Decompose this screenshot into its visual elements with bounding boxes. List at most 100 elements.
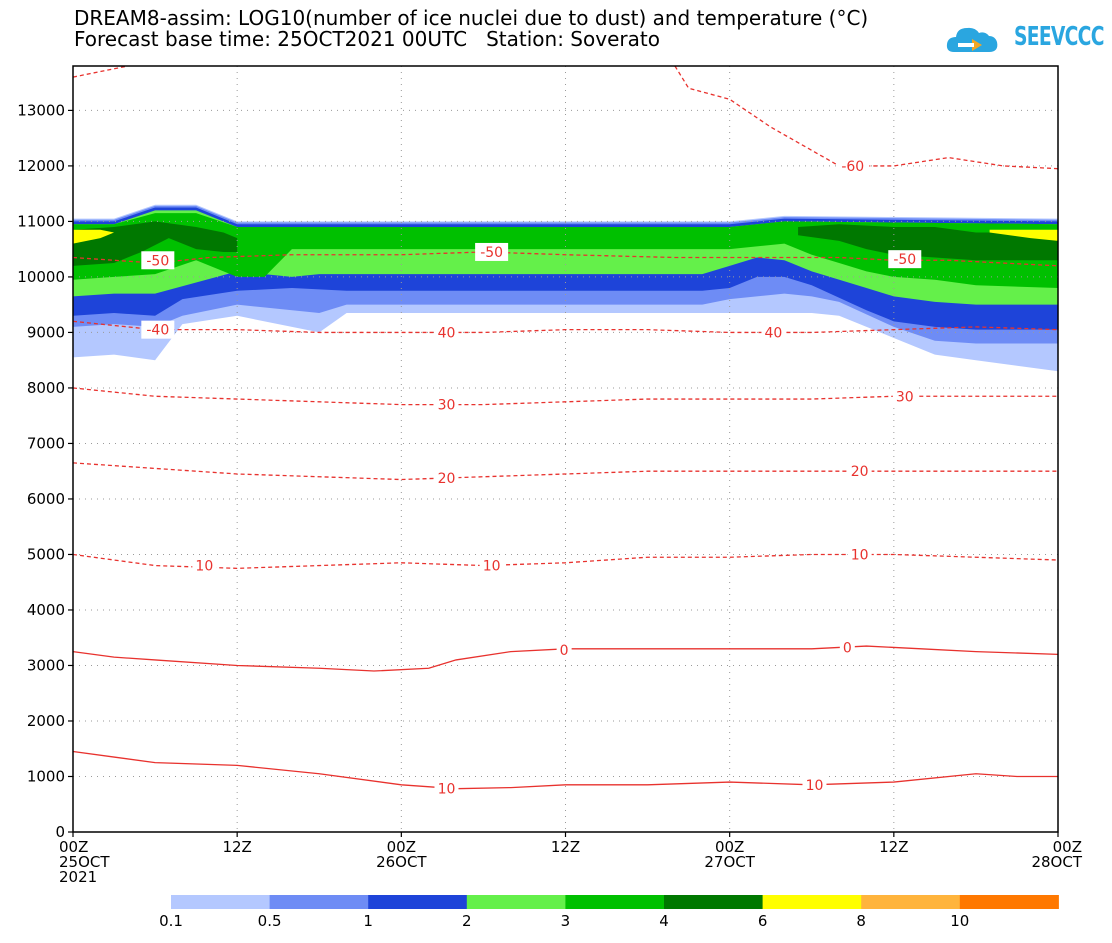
y-tick-label-1: 1000 (27, 767, 65, 785)
isotherm-extra-label-7: 10 (851, 547, 869, 563)
isotherm-extra-label-0: -50 (480, 245, 503, 261)
y-tick-label-3: 3000 (27, 656, 65, 674)
isotherm-label-1-bg (836, 156, 870, 175)
isotherm-5 (72, 462, 1058, 481)
isotherm-label-5-bg (434, 468, 459, 487)
x-tick-label-6-0: 00Z (1053, 838, 1082, 856)
chart-title-block: DREAM8-assim: LOG10(number of ice nuclei… (74, 8, 868, 50)
isotherm-extra-label-8-bg (839, 638, 855, 657)
isotherm-label-1: -60 (841, 159, 864, 175)
x-tick-label-0-0: 00Z (59, 838, 88, 856)
isotherm-label-6: 10 (195, 559, 213, 575)
colorbar-label-7: 8 (856, 912, 866, 930)
isotherm-extra-label-8: 0 (843, 641, 852, 657)
isotherm-extra-label-5-bg (847, 462, 872, 481)
colorbar-swatch-4 (565, 895, 665, 909)
isotherm-extra-label-1: -50 (893, 252, 916, 268)
isotherm-label-2: -50 (146, 253, 169, 269)
isotherm-0 (72, 65, 128, 78)
isotherm-label-7-bg (556, 640, 572, 659)
colorbar-label-2: 1 (363, 912, 373, 930)
colorbar-label-3: 2 (462, 912, 472, 930)
isotherm-extra-label-6: 10 (483, 559, 501, 575)
isotherm-extra-label-5: 20 (851, 464, 869, 480)
x-tick-label-6-1: 28OCT (1031, 853, 1082, 871)
y-tick-label-6: 6000 (27, 490, 65, 508)
fill-band-7 (73, 229, 115, 244)
x-tick-label-4-1: 27OCT (704, 853, 755, 871)
isotherm-label-8: 10 (438, 782, 456, 798)
isotherm-2 (72, 251, 1059, 267)
isotherm-extra-label-6-bg (479, 556, 504, 575)
y-tick-label-5: 5000 (27, 545, 65, 563)
x-tick-label-3-0: 12Z (551, 838, 580, 856)
logo-text: SEEVCCC (1014, 22, 1104, 52)
isotherm-extra-label-4: 30 (896, 389, 914, 405)
colorbar-swatch-7 (861, 895, 961, 909)
colorbar-swatch-5 (664, 895, 764, 909)
fill-band-6 (798, 224, 1058, 261)
isotherm-7 (72, 645, 1059, 672)
isotherm-label-4-bg (434, 395, 459, 414)
x-tick-label-2-1: 26OCT (376, 853, 427, 871)
seevccc-logo (946, 27, 998, 52)
y-tick-label-2: 2000 (27, 712, 65, 730)
colorbar-swatch-6 (762, 895, 862, 909)
x-tick-label-5-0: 12Z (879, 838, 908, 856)
isotherm-label-5: 20 (438, 471, 456, 487)
x-tick-label-4-0: 00Z (715, 838, 744, 856)
isotherm-label-2-bg (141, 251, 175, 270)
colorbar-swatch-8 (959, 895, 1059, 909)
x-tick-label-0-1: 25OCT (59, 853, 110, 871)
colorbar: 0.1 0.5 1 2 3 4 6 8 10 (159, 895, 1059, 930)
y-tick-label-12: 12000 (17, 157, 65, 175)
fill-layer (73, 204, 1058, 372)
isotherm-extra-label-3-bg (761, 323, 786, 342)
isotherm-label-3: -40 (146, 323, 169, 339)
isotherm-label-layer: -60 -50 -40 30 20 10 0 10 -50 -50 40 40 30 20 10 10 0 10 (141, 156, 922, 798)
colorbar-swatch-2 (368, 895, 468, 909)
fill-band-5 (73, 221, 238, 266)
isotherm-layer (72, 65, 1059, 790)
arrow-icon (972, 39, 982, 51)
colorbar-label-5: 4 (659, 912, 669, 930)
colorbar-label-8: 10 (950, 912, 969, 930)
y-tick-label-9: 9000 (27, 323, 65, 341)
x-tick-label-0-2: 2021 (59, 868, 97, 886)
fill-band-8 (989, 229, 1058, 241)
colorbar-swatch-1 (269, 895, 369, 909)
x-tick-label-2-0: 00Z (387, 838, 416, 856)
y-axis: 0 1000 2000 3000 4000 5000 6000 7000 8000 9000 100… (17, 101, 73, 841)
isotherm-8 (72, 750, 1058, 790)
isotherm-extra-label-2-bg (434, 323, 459, 342)
colorbar-label-6: 6 (758, 912, 768, 930)
isotherm-extra-label-2: 40 (438, 325, 456, 341)
colorbar-label-0: 0.1 (159, 912, 183, 930)
isotherm-label-4: 30 (438, 398, 456, 414)
isotherm-extra-label-1-bg (888, 250, 922, 269)
colorbar-label-4: 3 (561, 912, 571, 930)
y-tick-label-0: 0 (55, 823, 65, 841)
y-tick-label-7: 7000 (27, 434, 65, 452)
isotherm-extra-label-0-bg (475, 242, 509, 261)
colorbar-swatch-0 (171, 895, 271, 909)
isotherm-extra-label-9-bg (802, 775, 827, 794)
y-tick-label-10: 10000 (17, 268, 65, 286)
isotherm-label-7: 0 (560, 643, 569, 659)
y-tick-label-4: 4000 (27, 601, 65, 619)
isotherm-label-8-bg (434, 779, 459, 798)
y-tick-label-8: 8000 (27, 379, 65, 397)
grid-layer (73, 66, 1058, 832)
isotherm-label-3-bg (141, 320, 175, 339)
x-tick-label-1-0: 12Z (222, 838, 251, 856)
chart-subtitle: Forecast base time: 25OCT2021 00UTC Stat… (74, 27, 660, 51)
colorbar-label-1: 0.5 (258, 912, 282, 930)
isotherm-6 (72, 553, 1059, 569)
isotherm-label-6-bg (192, 556, 217, 575)
colorbar-swatch-3 (466, 895, 566, 909)
isotherm-extra-label-4-bg (892, 387, 917, 406)
y-tick-label-11: 11000 (17, 212, 65, 230)
chart-title: DREAM8-assim: LOG10(number of ice nuclei… (74, 6, 869, 30)
